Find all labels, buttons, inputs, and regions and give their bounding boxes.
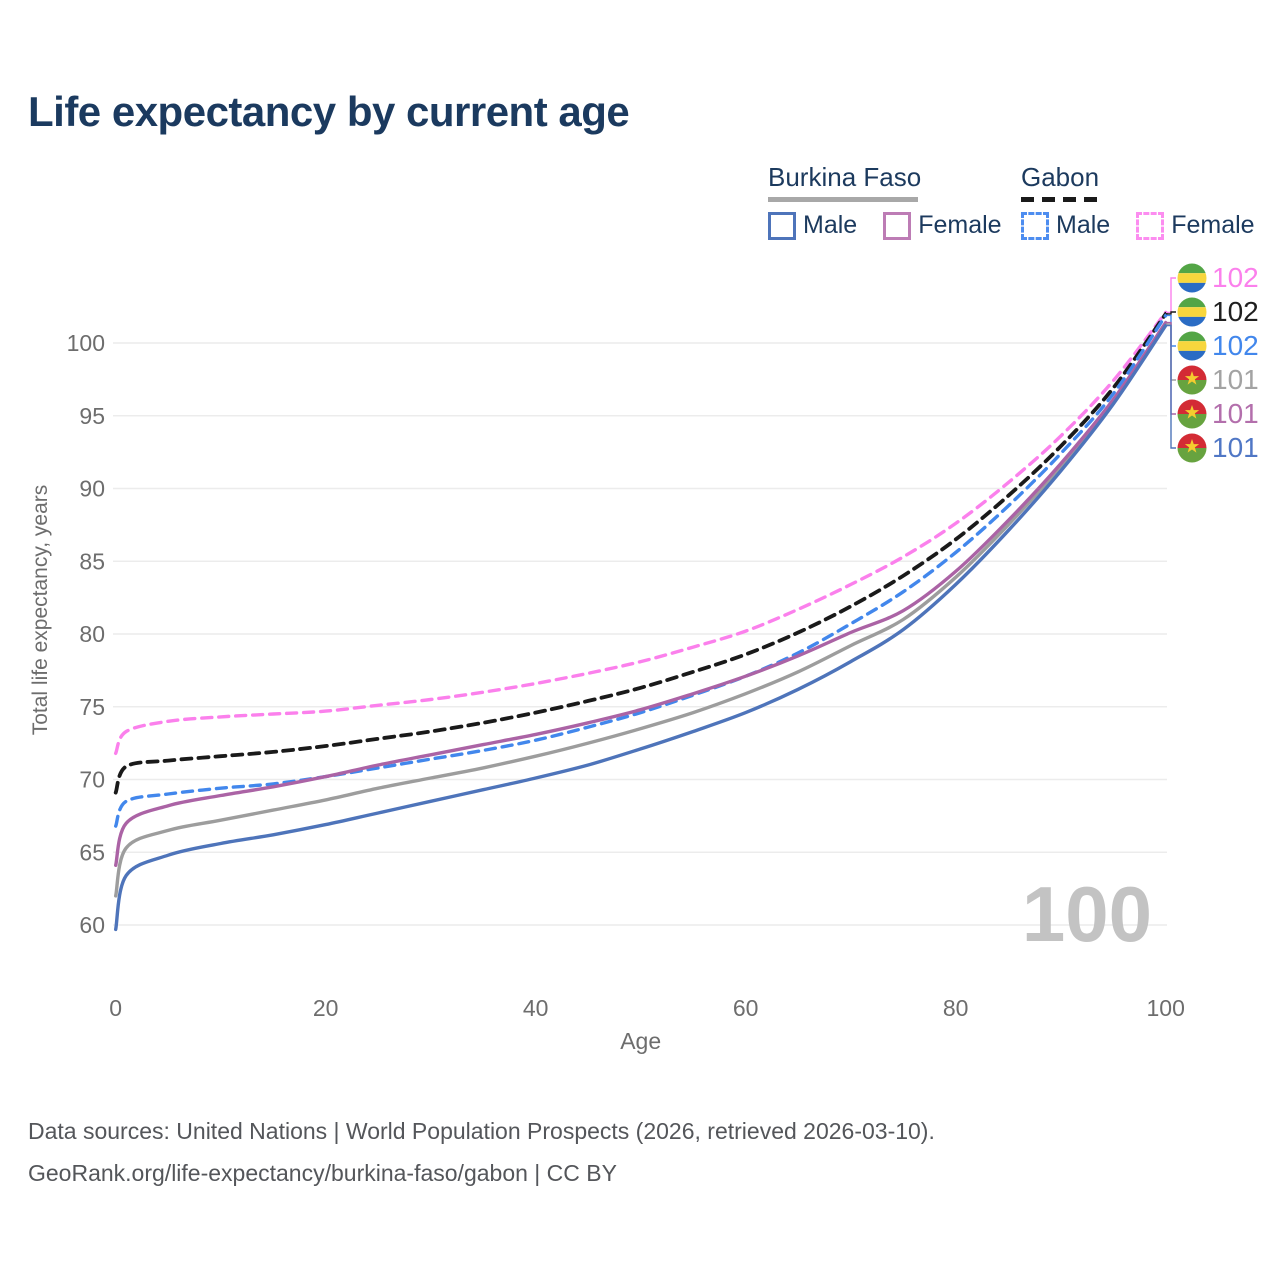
legend: Burkina Faso Male Female Gabon Male [0,0,1280,250]
legend-item-burkina-faso-male[interactable]: Male [768,211,857,240]
legend-swatch-burkina-faso-female[interactable] [883,211,912,240]
legend-country-label: Burkina Faso [768,162,922,192]
legend-item-label: Female [918,211,1002,239]
footer-attribution: GeoRank.org/life-expectancy/burkina-faso… [28,1160,617,1186]
series-line-burkina-faso-male[interactable] [114,323,1168,932]
flag-icon-burkina-faso [1177,433,1207,463]
flag-icon-burkina-faso [1177,399,1207,429]
x-tick-60: 60 [733,995,759,1021]
flag-icon-gabon [1177,263,1207,293]
legend-item-burkina-faso-female[interactable]: Female [883,211,1002,240]
legend-swatch-burkina-faso-male[interactable] [768,211,796,240]
legend-swatch-gabon-male[interactable] [1021,211,1049,240]
page-title: Life expectancy by current age [28,88,630,135]
end-label-gabon: 102 [1212,296,1259,327]
y-tick-65: 65 [79,839,105,865]
end-label-gabon-female: 102 [1212,262,1259,293]
x-tick-20: 20 [313,995,339,1021]
legend-swatch-gabon-female[interactable] [1136,211,1165,240]
end-label-burkina-faso-female: 101 [1212,398,1259,429]
legend-country-burkina-faso[interactable]: Burkina Faso [768,162,1002,202]
end-label-burkina-faso-male: 101 [1212,432,1259,463]
legend-country-line-sample-dashed [1021,197,1098,202]
legend-item-label: Female [1171,211,1255,239]
y-tick-85: 85 [79,548,105,574]
leader-line-burkina-faso-male [1166,324,1176,449]
series-line-gabon-female[interactable] [114,310,1168,755]
age-watermark: 100 [1022,870,1152,958]
legend-item-gabon-female[interactable]: Female [1136,211,1255,240]
x-tick-0: 0 [109,995,122,1021]
y-tick-80: 80 [79,621,105,647]
footer-data-sources: Data sources: United Nations | World Pop… [28,1118,935,1144]
flag-icon-gabon [1177,297,1207,327]
series-line-burkina-faso[interactable] [114,322,1168,898]
x-tick-80: 80 [943,995,969,1021]
x-tick-100: 100 [1147,995,1185,1021]
series-line-gabon[interactable] [113,312,1168,795]
end-label-burkina-faso: 101 [1212,364,1259,395]
x-axis-title: Age [620,1028,661,1054]
legend-country-line-sample-solid [768,197,918,202]
y-tick-60: 60 [79,912,105,938]
end-label-gabon-male: 102 [1212,330,1259,361]
legend-group-gabon: Gabon Male Female [1021,162,1255,240]
legend-item-label: Male [1056,211,1111,239]
leader-line-gabon-female [1166,277,1176,314]
legend-country-gabon[interactable]: Gabon [1021,162,1255,202]
flag-icon-burkina-faso [1177,365,1207,395]
y-tick-100: 100 [67,330,105,356]
legend-item-label: Male [803,211,858,239]
x-tick-40: 40 [523,995,549,1021]
flag-icon-gabon [1177,331,1207,361]
y-tick-95: 95 [79,403,105,429]
y-tick-70: 70 [79,767,105,793]
legend-group-burkina-faso: Burkina Faso Male Female [768,162,1002,240]
y-tick-90: 90 [79,476,105,502]
legend-country-label: Gabon [1021,162,1100,192]
legend-item-gabon-male[interactable]: Male [1021,211,1110,240]
y-tick-75: 75 [79,694,105,720]
leader-line-gabon [1166,311,1176,315]
series-line-gabon-male[interactable] [114,313,1168,828]
series-line-burkina-faso-female[interactable] [114,320,1168,867]
footer: Data sources: United Nations | World Pop… [28,1110,935,1194]
y-axis-title: Total life expectancy, years [29,485,52,736]
